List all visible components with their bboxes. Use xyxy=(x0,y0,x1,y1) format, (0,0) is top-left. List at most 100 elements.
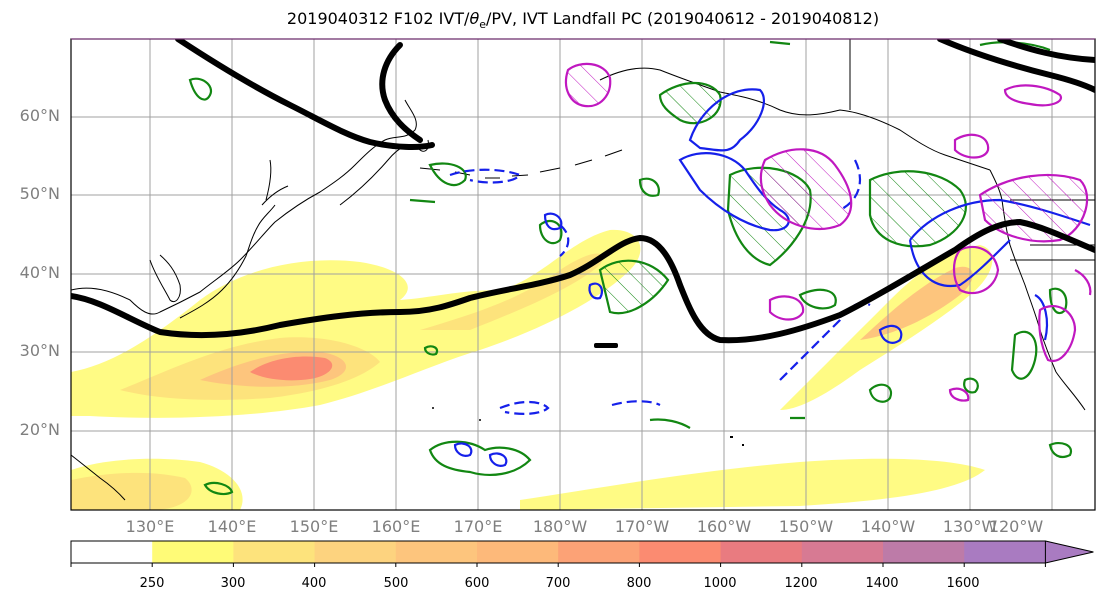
pv-line-ne-2 xyxy=(997,39,1095,63)
magenta-contour xyxy=(1074,269,1092,296)
ivt-max-west xyxy=(250,356,333,381)
colorbar-label: 300 xyxy=(220,576,246,591)
lon-label-140e: 140°E xyxy=(207,517,257,536)
magenta-contour xyxy=(1038,304,1077,363)
magenta-contour xyxy=(564,62,612,108)
lat-label-30n: 30°N xyxy=(19,341,60,360)
green-contour xyxy=(203,481,234,496)
blue-contour xyxy=(878,324,903,344)
coast-china-south xyxy=(71,454,126,501)
green-contour xyxy=(409,198,436,204)
colorbar-segment xyxy=(639,541,722,563)
lon-label-160w: 160°W xyxy=(696,517,752,536)
colorbar-label: 250 xyxy=(139,576,165,591)
title-prefix: 2019040312 F102 IVT/ xyxy=(286,9,470,28)
colorbar-segment xyxy=(152,541,234,563)
colorbar-segment xyxy=(233,541,316,563)
colorbar-label: 700 xyxy=(545,576,571,591)
green-contour xyxy=(1048,441,1073,459)
coast-baja xyxy=(1055,371,1086,411)
coast-aleutians xyxy=(419,149,623,179)
island-marker xyxy=(479,419,481,421)
magenta-contour xyxy=(759,148,853,230)
lon-label-130e: 130°E xyxy=(125,517,175,536)
colorbar-label: 1400 xyxy=(865,576,899,591)
green-contour xyxy=(1010,330,1038,380)
green-contour xyxy=(188,77,213,101)
pv-line-north xyxy=(175,39,435,150)
blue-contour-dashed xyxy=(559,224,570,257)
title-theta: θ xyxy=(469,9,480,28)
magenta-contour xyxy=(948,387,970,402)
ivt-band-mid xyxy=(420,253,603,330)
hawaii-islands xyxy=(730,436,733,438)
colorbar-segment xyxy=(395,541,478,563)
colorbar-segment xyxy=(964,541,1046,563)
lat-label-40n: 40°N xyxy=(19,263,60,282)
island-marker xyxy=(432,407,434,409)
coast-asia xyxy=(71,99,417,315)
lon-label-180w: 180°W xyxy=(532,517,588,536)
green-contour xyxy=(423,345,439,356)
blue-contour xyxy=(588,282,604,300)
pv-line-north-2 xyxy=(379,42,423,143)
map-content xyxy=(71,39,1095,510)
lat-label-50n: 50°N xyxy=(19,184,60,203)
title-sub: e xyxy=(479,18,487,32)
colorbar-segment xyxy=(314,541,397,563)
island-marker xyxy=(742,444,744,446)
colorbar-segment xyxy=(477,541,559,563)
blue-contour xyxy=(453,442,473,457)
map-title: 2019040312 F102 IVT/θe/PV, IVT Landfall … xyxy=(0,9,1105,31)
green-contour xyxy=(428,440,532,476)
colorbar-label: 1200 xyxy=(784,576,818,591)
lon-label-170e: 170°E xyxy=(453,517,503,536)
coast-korea xyxy=(149,254,181,303)
ivt-band-south-core xyxy=(71,472,192,510)
lon-label-160e: 160°E xyxy=(371,517,421,536)
blue-contour-dashed xyxy=(611,400,661,407)
green-contour xyxy=(868,383,893,403)
colorbar-segment xyxy=(558,541,640,563)
pv-line-ne xyxy=(937,39,1095,93)
coast-sakhalin xyxy=(265,159,272,201)
green-contour xyxy=(963,377,979,394)
island-marker xyxy=(594,343,618,348)
colorbar-label: 500 xyxy=(383,576,409,591)
blue-contour xyxy=(488,452,508,467)
lon-label-150e: 150°E xyxy=(289,517,339,536)
magenta-contour xyxy=(952,245,1000,295)
colorbar xyxy=(70,540,1094,567)
colorbar-label: 800 xyxy=(626,576,652,591)
lon-label-150w: 150°W xyxy=(778,517,834,536)
theta-e-contours xyxy=(188,40,1073,496)
lon-label-120w: 120°W xyxy=(988,517,1044,536)
green-contour xyxy=(649,416,805,429)
green-contour xyxy=(538,219,563,245)
green-contour xyxy=(868,170,967,248)
magenta-contour xyxy=(1003,84,1063,107)
lat-label-60n: 60°N xyxy=(19,106,60,125)
colorbar-label: 400 xyxy=(301,576,327,591)
pv-line-main xyxy=(71,218,1095,344)
magenta-contour xyxy=(768,295,805,321)
colorbar-label: 1000 xyxy=(703,576,737,591)
magenta-contour xyxy=(953,133,990,159)
colorbar-segment xyxy=(801,541,884,563)
blue-contour xyxy=(688,88,765,152)
colorbar-segment xyxy=(883,541,965,563)
green-contour xyxy=(428,162,467,187)
pv-blue-contours xyxy=(449,88,1091,467)
ivt-band-southeast xyxy=(520,458,985,510)
lon-label-170w: 170°W xyxy=(614,517,670,536)
blue-contour xyxy=(1034,294,1049,341)
green-contour xyxy=(798,288,837,310)
lon-label-140w: 140°W xyxy=(860,517,916,536)
islands xyxy=(432,343,744,446)
blue-contour xyxy=(543,212,563,231)
coast-japan xyxy=(179,185,289,319)
blue-contour-dashed xyxy=(449,168,522,184)
coast-alaska xyxy=(599,67,991,171)
colorbar-extend-arrow xyxy=(1044,540,1094,564)
